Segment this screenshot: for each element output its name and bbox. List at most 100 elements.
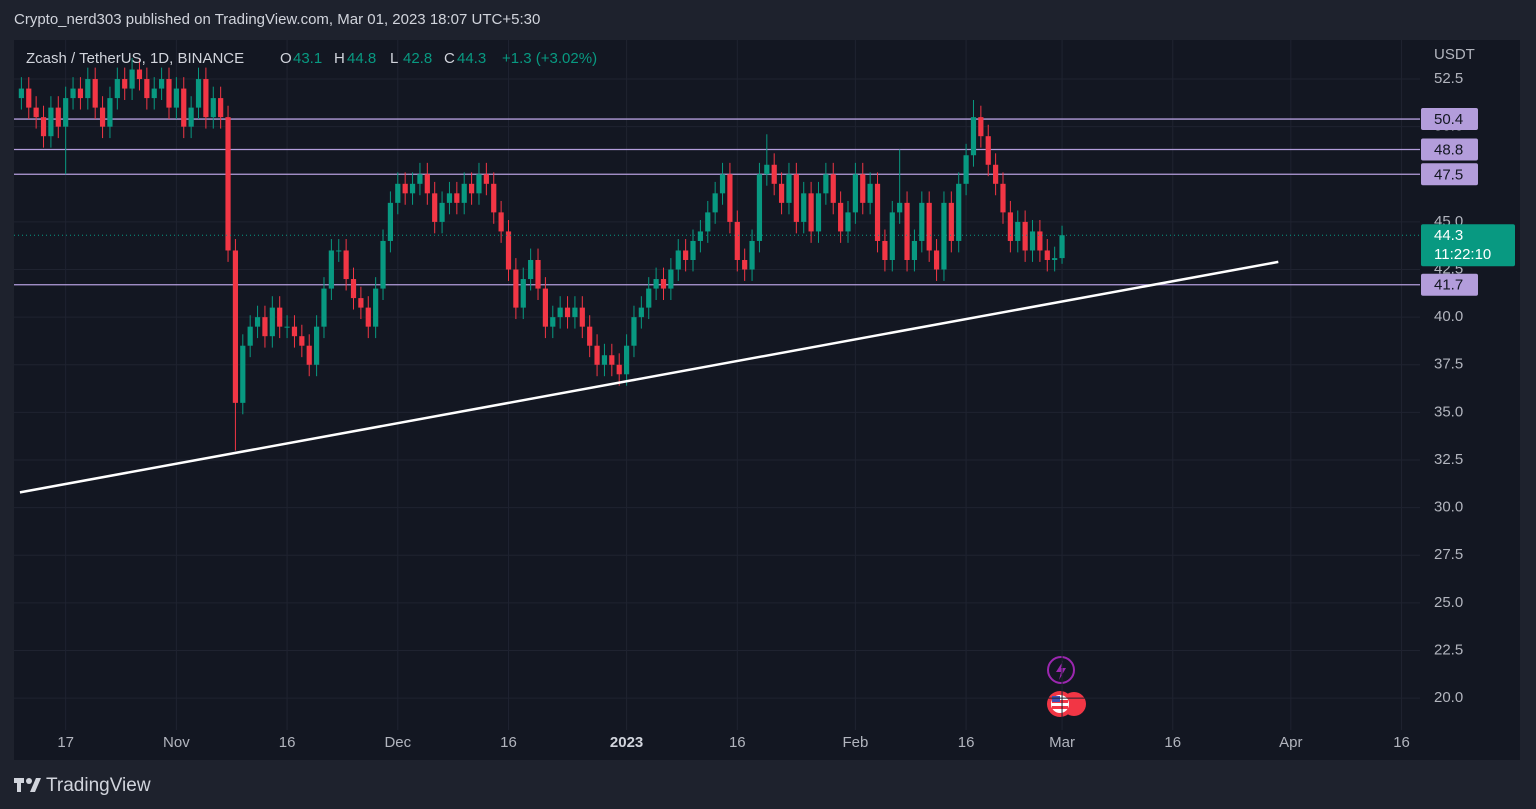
- legend-key: L: [390, 50, 398, 67]
- candle-body: [587, 326, 593, 346]
- candle-body: [136, 69, 143, 80]
- candle-body: [299, 336, 305, 346]
- candle-body: [240, 345, 246, 403]
- candle-body: [601, 355, 608, 365]
- candle-body: [218, 98, 224, 118]
- candle-body: [461, 183, 467, 203]
- candle-body: [1029, 231, 1036, 251]
- candle-body: [978, 117, 984, 137]
- last-price-label: 44.3: [1434, 227, 1463, 244]
- candle-body: [439, 202, 445, 222]
- trendline: [19, 260, 1279, 494]
- candle-body: [631, 317, 637, 346]
- candle-body: [70, 88, 76, 99]
- candle-body: [417, 174, 423, 184]
- x-tick-label: 16: [1164, 734, 1181, 751]
- candle-body: [63, 98, 69, 127]
- candle-body: [926, 202, 932, 251]
- candle-body: [314, 326, 320, 365]
- candle-body: [181, 88, 187, 127]
- candle-body: [734, 221, 740, 260]
- candle-body: [432, 193, 438, 222]
- legend-value: 43.1: [293, 50, 322, 67]
- candle-body: [114, 79, 120, 99]
- candle-body: [387, 202, 394, 241]
- candle-body: [402, 183, 408, 194]
- candle-body: [683, 250, 689, 260]
- candle-body: [1022, 221, 1028, 251]
- candle-body: [350, 279, 357, 299]
- legend-key: C: [444, 50, 455, 67]
- candle-body: [1052, 258, 1058, 260]
- candle-body: [697, 231, 703, 241]
- level-label: 41.7: [1434, 277, 1463, 294]
- candle-body: [18, 88, 24, 99]
- y-tick-label: 32.5: [1434, 451, 1463, 468]
- candle-body: [269, 307, 275, 337]
- y-tick-label: 27.5: [1434, 546, 1463, 563]
- candle-body: [129, 69, 135, 89]
- candle-body: [395, 183, 401, 203]
- candle-body: [166, 79, 172, 108]
- legend-key: O: [280, 50, 292, 67]
- legend-value: 44.8: [347, 50, 376, 67]
- candle-body: [830, 174, 836, 203]
- candle-body: [1000, 183, 1006, 213]
- candle-body: [498, 212, 504, 232]
- candle-body: [801, 193, 807, 222]
- x-tick-label: Mar: [1049, 734, 1075, 751]
- candle-body: [557, 307, 563, 318]
- candle-body: [254, 317, 261, 327]
- candle-body: [277, 307, 283, 327]
- candle-body: [771, 164, 777, 184]
- candle-body: [609, 355, 615, 365]
- candle-body: [933, 250, 940, 270]
- candle-body: [528, 260, 534, 280]
- candle-body: [956, 183, 962, 241]
- candle-body: [373, 288, 379, 327]
- x-tick-label: 16: [1393, 734, 1410, 751]
- candle-body: [122, 79, 128, 89]
- candle-body: [483, 174, 489, 184]
- candle-body: [225, 117, 231, 251]
- x-tick-label: 16: [958, 734, 975, 751]
- y-tick-label: 25.0: [1434, 594, 1463, 611]
- candle-body: [838, 202, 844, 232]
- candle-body: [1007, 212, 1013, 241]
- candle-body: [505, 231, 512, 270]
- level-label: 47.5: [1434, 166, 1463, 183]
- y-tick-label: 37.5: [1434, 356, 1463, 373]
- candle-body: [365, 307, 371, 327]
- candle-body: [712, 193, 718, 213]
- x-tick-label: Feb: [842, 734, 868, 751]
- countdown: 11:22:10: [1434, 246, 1491, 263]
- candle-body: [343, 250, 349, 280]
- candle-body: [1044, 250, 1050, 260]
- candle-body: [793, 174, 799, 222]
- candle-body: [247, 326, 253, 346]
- candle-body: [904, 202, 910, 260]
- candle-body: [919, 202, 925, 241]
- candle-body: [941, 202, 947, 270]
- candle-body: [262, 317, 268, 337]
- candle-body: [232, 250, 239, 403]
- candle-body: [889, 212, 895, 260]
- candle-body: [159, 79, 165, 89]
- level-label: 48.8: [1434, 141, 1463, 158]
- x-tick-label: 17: [57, 734, 74, 751]
- candle-body: [572, 307, 578, 318]
- x-tick-label: 16: [729, 734, 746, 751]
- candle-body: [985, 136, 991, 165]
- candle-body: [993, 164, 999, 184]
- y-tick-label: 52.5: [1434, 70, 1463, 87]
- candle-body: [358, 298, 364, 308]
- candle-body: [970, 117, 977, 156]
- level-box: [1421, 108, 1478, 131]
- y-tick-label: 35.0: [1434, 403, 1463, 420]
- candle-body: [1037, 231, 1043, 251]
- candle-body: [963, 155, 969, 184]
- candle-body: [660, 279, 667, 289]
- candle-body: [911, 240, 918, 260]
- candle-body: [719, 174, 726, 194]
